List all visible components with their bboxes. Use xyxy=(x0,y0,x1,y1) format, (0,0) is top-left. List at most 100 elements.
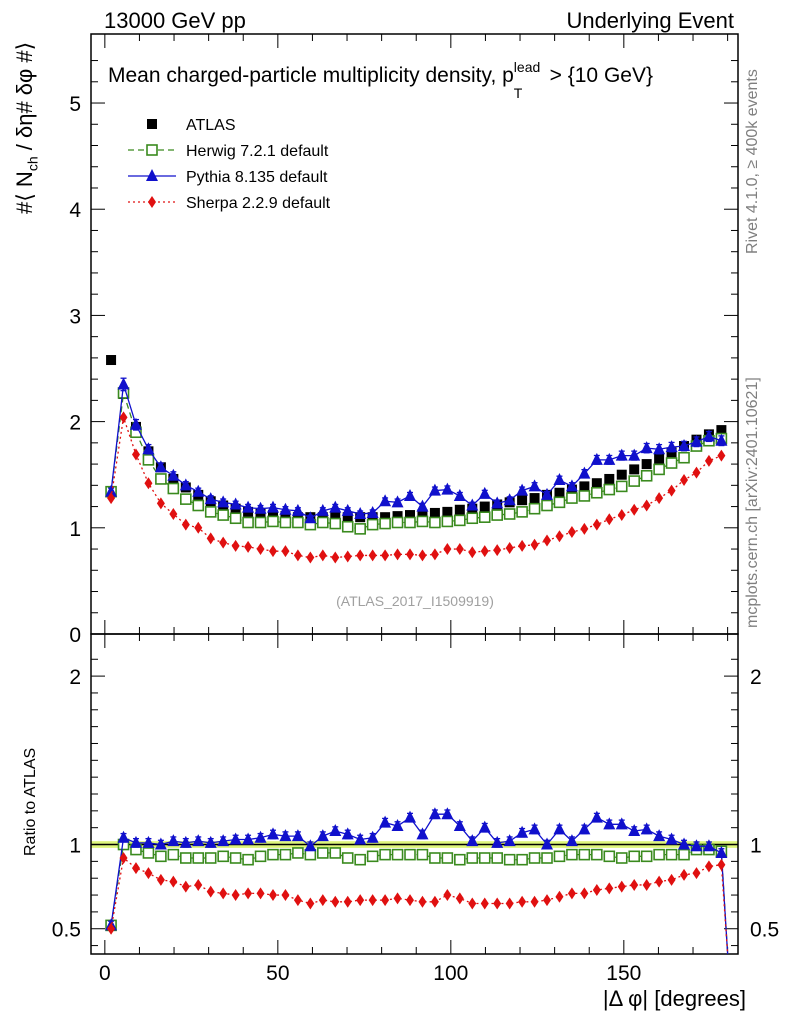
header-right: Underlying Event xyxy=(566,8,734,33)
main-point-open xyxy=(155,473,167,485)
ratio-point-dia xyxy=(667,873,676,886)
main-point-square xyxy=(604,473,615,484)
main-point-dia xyxy=(592,518,601,531)
ratio-point-tri xyxy=(590,810,603,823)
ratio-point-tri xyxy=(491,835,504,848)
main-point-open xyxy=(628,475,641,487)
main-point-tri xyxy=(204,492,217,505)
main-point-open xyxy=(404,516,416,529)
main-point-dia xyxy=(418,549,427,562)
ratio-point-tri xyxy=(453,819,466,831)
ratio-point-tri xyxy=(217,834,230,847)
main-point-dia xyxy=(131,448,140,461)
main-point-square xyxy=(454,504,465,515)
main-point-dia xyxy=(480,545,489,558)
main-point-tri xyxy=(117,377,130,390)
main-point-dia xyxy=(293,549,302,562)
legend-label: Herwig 7.2.1 default xyxy=(186,143,329,160)
ratio-point-tri xyxy=(516,825,529,838)
ratio-point-tri xyxy=(204,835,217,848)
ratio-point-dia xyxy=(231,889,240,902)
ratio-point-open xyxy=(167,848,180,861)
main-point-open xyxy=(665,457,678,469)
main-point-dia xyxy=(430,548,439,561)
main-point-tri xyxy=(565,479,578,492)
ratio-point-open xyxy=(528,852,541,864)
ratio-point-open xyxy=(180,852,192,864)
main-point-open xyxy=(653,463,665,476)
main-point-tri xyxy=(441,482,454,495)
main-point-dia xyxy=(156,497,165,510)
main-point-open xyxy=(528,502,541,515)
main-point-square xyxy=(591,478,602,489)
ratio-point-open xyxy=(491,852,503,864)
ratio-point-tri xyxy=(628,824,641,837)
main-point-tri xyxy=(254,501,267,514)
main-point-tri xyxy=(653,442,666,455)
main-point-open xyxy=(578,490,591,502)
main-point-tri xyxy=(690,434,703,447)
main-point-tri xyxy=(291,503,304,516)
ratio-point-dia xyxy=(555,890,564,903)
x-tick-label: 50 xyxy=(266,962,289,985)
ratio-point-dia xyxy=(107,922,116,935)
main-point-dia xyxy=(555,530,564,543)
ratio-point-dia xyxy=(268,889,277,902)
ratio-point-open xyxy=(379,848,391,861)
main-point-dia xyxy=(406,548,415,561)
ratio-point-tri xyxy=(366,830,379,843)
ratio-point-open xyxy=(366,850,379,863)
x-axis-label: |Δ φ| [degrees] xyxy=(602,986,746,1011)
main-point-dia xyxy=(244,540,253,553)
ratio-point-open xyxy=(578,848,591,861)
main-point-tri xyxy=(379,494,392,507)
ratio-point-tri xyxy=(154,837,167,850)
ratio-point-open xyxy=(516,853,528,866)
main-point-tri xyxy=(229,497,242,510)
main-point-square xyxy=(267,510,278,521)
main-point-square xyxy=(716,425,727,436)
ratio-point-dia xyxy=(630,878,639,891)
main-point-square xyxy=(579,481,590,492)
ratio-point-tri xyxy=(690,839,703,852)
main-point-dia xyxy=(368,549,377,562)
main-point-tri xyxy=(154,460,167,473)
ratio-point-open xyxy=(204,852,217,864)
ratio-point-dia xyxy=(281,889,290,902)
ratio-point-tri xyxy=(416,827,429,840)
ratio-point-dia xyxy=(343,895,352,908)
main-point-tri xyxy=(167,468,180,481)
ratio-point-tri xyxy=(129,835,142,848)
ratio-point-tri xyxy=(441,807,454,820)
ratio-point-dia xyxy=(181,880,190,893)
main-series-line xyxy=(110,417,722,559)
main-point-dia xyxy=(281,545,290,558)
main-point-dia xyxy=(605,513,614,526)
ratio-point-dia xyxy=(306,897,315,910)
main-point-open xyxy=(204,506,217,518)
main-point-square xyxy=(342,512,353,523)
ratio-series-line xyxy=(110,856,729,955)
main-point-tri xyxy=(416,499,429,512)
main-point-tri xyxy=(129,417,142,430)
main-point-dia xyxy=(455,543,464,556)
ratio-point-open xyxy=(478,852,491,864)
ratio-point-open xyxy=(454,853,466,866)
ratio-point-open xyxy=(653,848,665,861)
ratio-point-open xyxy=(553,850,566,863)
main-point-open xyxy=(329,517,342,530)
main-point-dia xyxy=(717,449,726,462)
y-tick-label: 5 xyxy=(69,93,81,116)
ratio-point-dia xyxy=(418,895,427,908)
main-point-square xyxy=(641,459,652,470)
main-point-tri xyxy=(578,466,591,479)
x-tick-label: 100 xyxy=(433,962,468,985)
ratio-point-tri xyxy=(379,815,392,828)
ratio-point-open xyxy=(317,847,329,859)
ratio-point-open xyxy=(192,852,205,864)
ratio-point-dia xyxy=(717,858,726,871)
ratio-point-tri xyxy=(291,829,304,842)
main-point-dia xyxy=(692,466,701,479)
ratio-point-tri xyxy=(329,824,342,837)
header-left: 13000 GeV pp xyxy=(104,8,246,33)
